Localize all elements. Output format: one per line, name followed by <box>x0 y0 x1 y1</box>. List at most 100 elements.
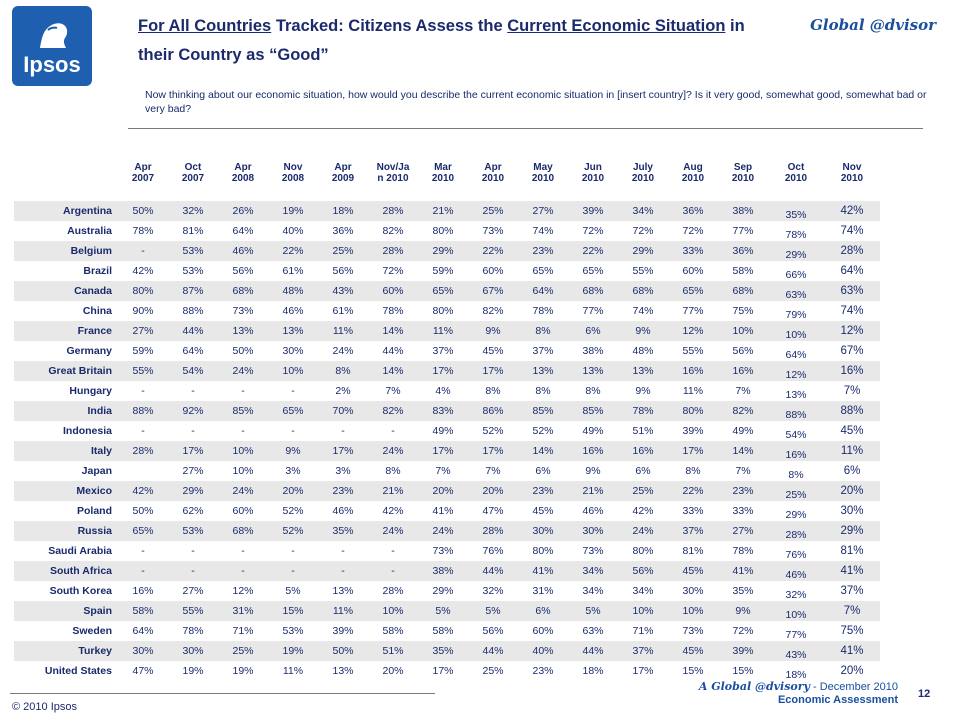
table-cell: 25% <box>218 641 268 661</box>
table-cell: 32% <box>482 585 504 597</box>
table-cell: 36% <box>668 201 718 221</box>
table-cell: 78% <box>732 545 754 557</box>
table-row: Belgium -53% 46% 22% 25% 28% 29% 22% 23% 22% 29% 33… <box>14 241 880 261</box>
table-cell: 60% <box>682 265 704 277</box>
column-header-line: Apr <box>484 162 502 173</box>
table-cell: 13% <box>332 585 354 597</box>
table-cell: 83% <box>418 401 468 421</box>
table-cell: - <box>191 385 195 397</box>
table-cell: 17% <box>468 361 518 381</box>
table-cell: 76% <box>785 549 807 561</box>
table-cell: - <box>341 425 345 437</box>
table-cell: 29% <box>418 241 468 261</box>
table-cell: 31% <box>532 585 554 597</box>
table-cell: 56% <box>618 561 668 581</box>
table-cell: 27% <box>182 585 204 597</box>
table-cell: - <box>318 561 368 581</box>
column-header-line: Apr <box>134 162 152 173</box>
table-cell: 9% <box>585 465 601 477</box>
table-cell: 53% <box>282 625 304 637</box>
column-header-line: 2010 <box>681 173 705 184</box>
table-cell: - <box>191 545 195 557</box>
table-cell: 24% <box>618 521 668 541</box>
country-label: Spain <box>14 601 118 621</box>
bottom-divider <box>10 693 435 694</box>
table-cell: 56% <box>232 265 254 277</box>
table-cell: 65% <box>418 281 468 301</box>
table-cell: 10% <box>668 601 718 621</box>
column-header-line: 2008 <box>231 173 255 184</box>
table-cell: 44% <box>568 641 618 661</box>
column-header: Nov/Ja n 2010 <box>368 145 418 201</box>
column-header: Oct 2010 <box>768 145 824 201</box>
table-row: Brazil 42% 53% 56% 61% 56% 72% 59% 60% 65% 65% 55% 6… <box>14 261 880 281</box>
table-cell: 15% <box>268 601 318 621</box>
table-cell: 35% <box>418 641 468 661</box>
table-cell: 61% <box>332 305 354 317</box>
table-cell: 10% <box>232 465 254 477</box>
table-cell: 43% <box>318 281 368 301</box>
table-cell: 73% <box>432 545 454 557</box>
table-cell: 13% <box>785 389 807 401</box>
table-cell: 8% <box>385 465 401 477</box>
table-cell: 28% <box>118 441 168 461</box>
table-cell: 58% <box>118 601 168 621</box>
table-cell: 42% <box>382 505 404 517</box>
table-cell: 85% <box>518 401 568 421</box>
table-cell: 24% <box>368 441 418 461</box>
table-cell: 51% <box>368 641 418 661</box>
table-cell: 35% <box>732 585 754 597</box>
table-cell: 44% <box>468 641 518 661</box>
table-cell: 80% <box>118 281 168 301</box>
table-cell: 40% <box>282 225 304 237</box>
table-cell: 52% <box>268 521 318 541</box>
table-cell: 10% <box>218 441 268 461</box>
ipsos-logo: Ipsos <box>12 6 92 86</box>
table-cell: 52% <box>532 425 554 437</box>
country-label: Sweden <box>72 625 112 637</box>
table-cell: 48% <box>268 281 318 301</box>
table-cell: 43% <box>768 641 824 661</box>
column-header-line: 2010 <box>481 173 505 184</box>
table-cell: 17% <box>632 665 654 677</box>
table-cell: - <box>241 385 245 397</box>
table-cell: 23% <box>518 241 568 261</box>
table-cell: 88% <box>182 305 204 317</box>
table-cell: 10% <box>768 601 824 621</box>
table-cell: 30% <box>568 521 618 541</box>
table-cell: 54% <box>785 429 807 441</box>
table-cell: 64% <box>132 625 154 637</box>
table-cell: 10% <box>368 601 418 621</box>
title-part1: For All Countries <box>138 17 272 35</box>
table-cell: - <box>241 545 245 557</box>
table-cell: 16% <box>824 361 880 381</box>
column-header: Oct 2007 <box>168 145 218 201</box>
column-header-line: July <box>632 162 653 173</box>
table-cell: 50% <box>232 345 254 357</box>
table-cell: - <box>241 425 245 437</box>
table-cell: 38% <box>718 201 768 221</box>
table-cell: 58% <box>432 625 454 637</box>
table-cell: 46% <box>768 561 824 581</box>
table-cell: 38% <box>582 345 604 357</box>
table-cell: 78% <box>618 401 668 421</box>
column-header: July 2010 <box>618 145 668 201</box>
table-cell: 47% <box>132 665 154 677</box>
table-cell: 71% <box>232 625 254 637</box>
table-cell: 24% <box>218 361 268 381</box>
table-cell: 47% <box>482 505 504 517</box>
table-row: China 90% 88% 73% 46% 61% 78% 80% 82% 78% 77% 74% 77… <box>14 301 880 321</box>
table-cell: 6% <box>518 601 568 621</box>
table-cell: 13% <box>518 361 568 381</box>
table-cell: 58% <box>382 625 404 637</box>
table-cell: 59% <box>432 265 454 277</box>
table-cell: 31% <box>218 601 268 621</box>
table-cell: 32% <box>168 201 218 221</box>
column-header: Apr 2010 <box>468 145 518 201</box>
column-header-line: 2008 <box>281 173 305 184</box>
table-cell: 33% <box>682 505 704 517</box>
table-cell: 41% <box>518 561 568 581</box>
table-cell: - <box>291 425 295 437</box>
table-cell: 49% <box>582 425 604 437</box>
country-label: France <box>14 321 118 341</box>
